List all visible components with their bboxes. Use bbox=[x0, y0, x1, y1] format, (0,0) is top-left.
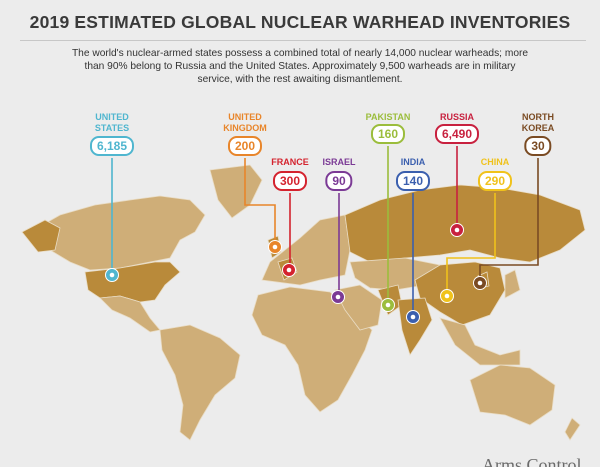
warhead-count: 160 bbox=[370, 124, 406, 144]
pin-center bbox=[410, 314, 416, 320]
southeast-asia bbox=[439, 317, 521, 366]
country-name: RUSSIA bbox=[439, 112, 474, 122]
country-name: UNITED KINGDOM bbox=[223, 112, 267, 133]
country-name: PAKISTAN bbox=[365, 112, 411, 122]
russia bbox=[344, 184, 586, 263]
warhead-count: 140 bbox=[395, 171, 431, 191]
country-name: UNITED STATES bbox=[94, 112, 130, 133]
leader-line bbox=[479, 158, 539, 283]
india bbox=[397, 297, 433, 356]
leader-line bbox=[446, 193, 496, 296]
pin-center bbox=[444, 293, 450, 299]
warhead-count: 200 bbox=[227, 136, 263, 156]
middle-east bbox=[334, 284, 383, 331]
pin-center bbox=[272, 244, 278, 250]
country-name: NORTH KOREA bbox=[521, 112, 555, 133]
pin-center bbox=[335, 294, 341, 300]
central-america bbox=[99, 295, 161, 333]
continents bbox=[21, 164, 586, 441]
pin-center bbox=[477, 280, 483, 286]
subtitle: The world's nuclear-armed states possess… bbox=[71, 48, 529, 85]
leader-line bbox=[244, 158, 276, 247]
new-zealand bbox=[564, 417, 581, 441]
country-name: CHINA bbox=[480, 157, 510, 167]
footer-logo: Arms Control bbox=[482, 455, 582, 467]
country-name: INDIA bbox=[400, 157, 426, 167]
australia bbox=[469, 364, 556, 426]
alaska bbox=[21, 219, 61, 253]
country-name: FRANCE bbox=[271, 157, 309, 167]
south-america bbox=[159, 324, 241, 441]
pin-center bbox=[109, 272, 115, 278]
divider bbox=[20, 40, 586, 41]
greenland bbox=[209, 164, 263, 219]
title: 2019 ESTIMATED GLOBAL NUCLEAR WARHEAD IN… bbox=[29, 12, 571, 32]
warhead-count: 290 bbox=[477, 171, 513, 191]
warhead-count: 30 bbox=[524, 136, 552, 156]
warhead-count: 6,185 bbox=[89, 136, 135, 156]
warhead-count: 6,490 bbox=[434, 124, 480, 144]
warhead-count: 300 bbox=[272, 171, 308, 191]
pin-center bbox=[454, 227, 460, 233]
pin-center bbox=[385, 302, 391, 308]
pin-center bbox=[286, 267, 292, 273]
warhead-count: 90 bbox=[325, 171, 353, 191]
country-name: ISRAEL bbox=[322, 157, 356, 167]
japan bbox=[504, 269, 521, 299]
